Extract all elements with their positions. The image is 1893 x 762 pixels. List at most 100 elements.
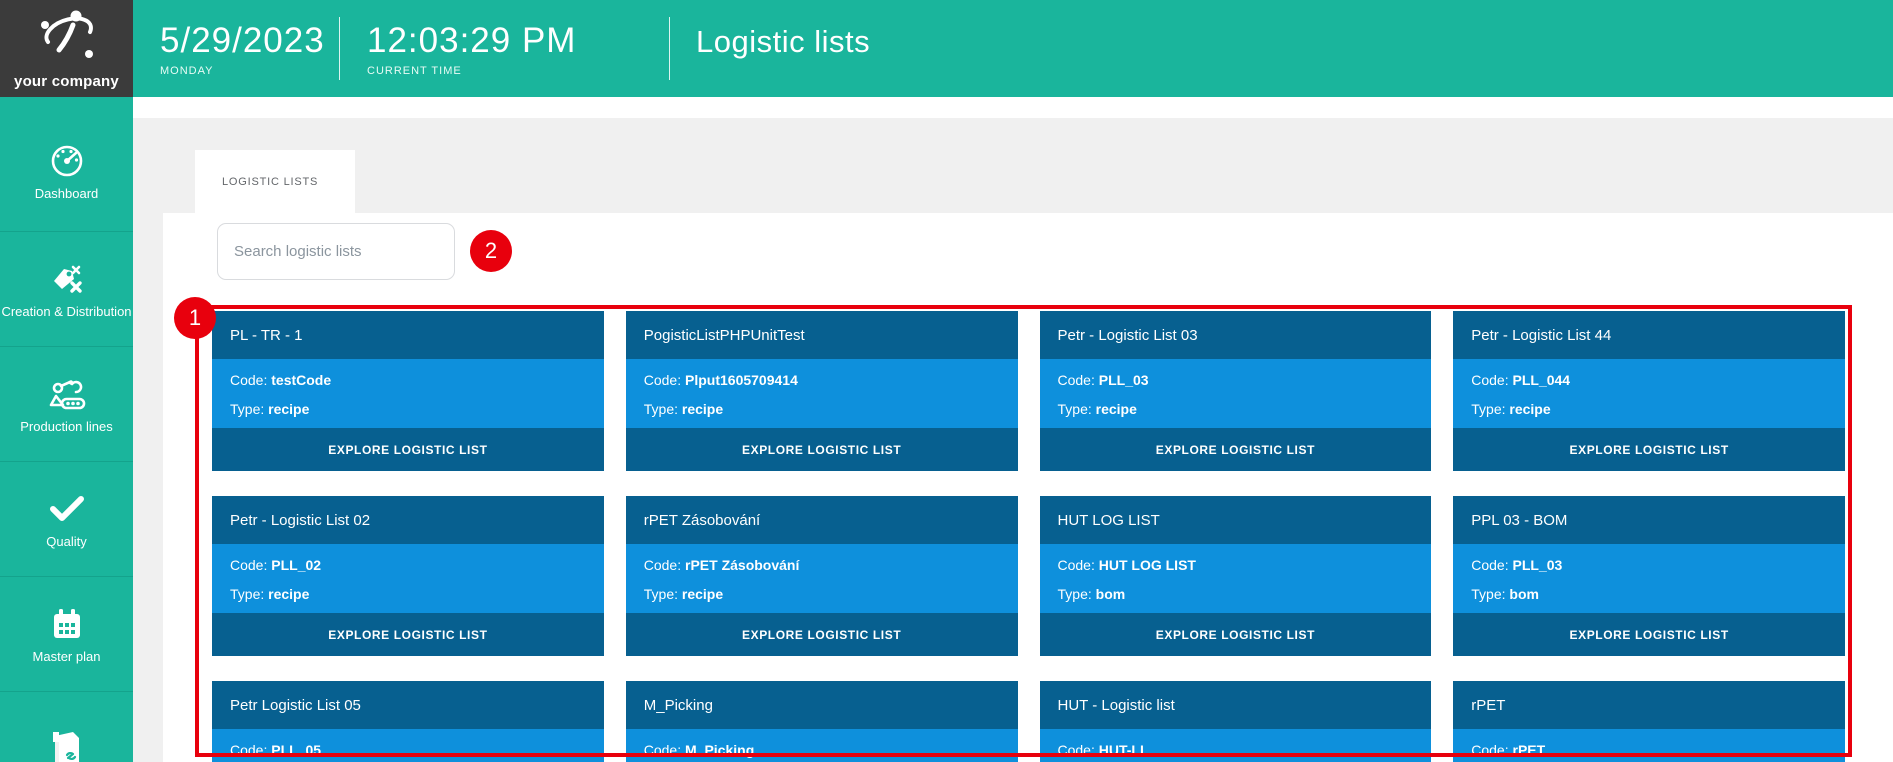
card-type-label: Type: [230, 586, 265, 602]
card-header: Petr - Logistic List 03 [1039, 311, 1432, 359]
card-title: PL - TR - 1 [230, 326, 303, 344]
sidebar-item-master-plan[interactable]: Master plan [0, 577, 133, 692]
date-block: 5/29/2023 MONDAY [160, 21, 325, 78]
logistic-list-card: HUT LOG LIST Code: HUT LOG LIST Type: bo… [1039, 496, 1432, 656]
card-title: rPET [1471, 696, 1506, 714]
card-type-value: recipe [268, 586, 310, 602]
card-type-value: bom [1509, 586, 1539, 602]
card-code-value: rPET Zásobování [685, 557, 800, 573]
card-code-line: Code: PLL_03 [1058, 370, 1414, 390]
card-title: PPL 03 - BOM [1471, 511, 1568, 529]
card-title: Petr - Logistic List 03 [1057, 326, 1198, 344]
logistic-list-card: Petr - Logistic List 03 Code: PLL_03 Typ… [1039, 311, 1432, 471]
annotation-badge-2: 2 [470, 230, 512, 272]
card-code-value: rPET [1512, 742, 1546, 758]
logistic-list-card: M_Picking Code: M_Picking Type: EXPLORE … [625, 681, 1018, 762]
explore-logistic-list-button[interactable]: EXPLORE LOGISTIC LIST [625, 428, 1018, 471]
card-code-line: Code: testCode [230, 370, 586, 390]
box-link-icon [47, 731, 87, 762]
card-body: Code: HUT LOG LIST Type: bom [1039, 544, 1432, 613]
content-panel [163, 213, 1893, 762]
company-logo: your company [0, 0, 133, 97]
card-body: Code: PLL_044 Type: recipe [1453, 359, 1845, 428]
card-title: Petr - Logistic List 02 [230, 511, 371, 529]
explore-logistic-list-button[interactable]: EXPLORE LOGISTIC LIST [212, 613, 604, 656]
sidebar-item-label: Production lines [20, 418, 113, 434]
search-input[interactable] [217, 223, 455, 280]
logistic-list-card: PPL 03 - BOM Code: PLL_03 Type: bom EXPL… [1453, 496, 1845, 656]
calendar-icon [50, 605, 84, 643]
card-header: Petr - Logistic List 02 [212, 496, 604, 544]
card-code-value: PLL_044 [1512, 372, 1571, 388]
production-line-icon [46, 375, 88, 413]
tag-x-icon [48, 260, 86, 298]
card-type-label: Type: [230, 401, 265, 417]
card-code-label: Code: [1057, 557, 1095, 573]
current-time: 12:03:29 PM [367, 21, 577, 60]
card-code-label: Code: [643, 372, 682, 388]
card-type-label: Type: [643, 401, 678, 417]
card-title: HUT LOG LIST [1057, 511, 1160, 529]
card-code-label: Code: [643, 557, 682, 573]
cards-grid: PL - TR - 1 Code: testCode Type: recipe … [212, 311, 1845, 762]
gauge-icon [49, 142, 85, 180]
card-type-value: bom [1095, 586, 1126, 602]
card-header: M_Picking [625, 681, 1018, 729]
explore-logistic-list-button[interactable]: EXPLORE LOGISTIC LIST [625, 613, 1018, 656]
card-code-line: Code: rPET [1471, 740, 1827, 760]
logistic-list-card: Petr Logistic List 05 Code: PLL_05 Type:… [212, 681, 604, 762]
card-type-line: Type: recipe [644, 399, 1000, 419]
card-code-label: Code: [1471, 372, 1509, 388]
card-code-value: PLL_02 [271, 557, 322, 573]
explore-logistic-list-button[interactable]: EXPLORE LOGISTIC LIST [1039, 613, 1432, 656]
card-type-line: Type: recipe [230, 584, 586, 604]
card-type-line: Type: recipe [230, 399, 586, 419]
card-code-line: Code: PLL_05 [230, 740, 586, 760]
card-title: rPET Zásobování [643, 511, 761, 529]
card-type-label: Type: [643, 586, 678, 602]
sidebar-item-dashboard[interactable]: Dashboard [0, 97, 133, 232]
explore-logistic-list-button[interactable]: EXPLORE LOGISTIC LIST [1453, 613, 1845, 656]
sidebar-item-creation-distribution[interactable]: Creation & Distribution [0, 232, 133, 347]
card-body: Code: HUT-LL Type: [1039, 729, 1432, 762]
annotation-badge-1: 1 [174, 297, 216, 339]
top-bar: 5/29/2023 MONDAY 12:03:29 PM CURRENT TIM… [133, 0, 1893, 97]
card-title: Petr - Logistic List 44 [1471, 326, 1612, 344]
explore-logistic-list-button[interactable]: EXPLORE LOGISTIC LIST [212, 428, 604, 471]
card-header: rPET Zásobování [625, 496, 1018, 544]
card-type-line: Type: bom [1058, 584, 1414, 604]
card-code-label: Code: [230, 557, 268, 573]
card-code-line: Code: HUT-LL [1058, 740, 1414, 760]
tab-logistic-lists[interactable]: LOGISTIC LISTS [195, 150, 355, 213]
card-header: PogisticListPHPUnitTest [625, 311, 1018, 359]
current-date: 5/29/2023 [160, 21, 325, 60]
card-body: Code: PLL_03 Type: bom [1453, 544, 1845, 613]
explore-logistic-list-button[interactable]: EXPLORE LOGISTIC LIST [1453, 428, 1845, 471]
card-header: Petr Logistic List 05 [212, 681, 604, 729]
page-title: Logistic lists [696, 24, 871, 59]
card-type-line: Type: bom [1471, 584, 1827, 604]
card-code-line: Code: PLL_044 [1471, 370, 1827, 390]
card-type-value: recipe [681, 586, 724, 602]
time-block: 12:03:29 PM CURRENT TIME [367, 21, 577, 78]
card-body: Code: PLL_03 Type: recipe [1039, 359, 1432, 428]
sidebar-item-quality[interactable]: Quality [0, 462, 133, 577]
card-body: Code: M_Picking Type: [625, 729, 1018, 762]
sidebar: Dashboard Creation & Distribution Produc… [0, 97, 133, 762]
card-header: PPL 03 - BOM [1453, 496, 1845, 544]
tab-label: LOGISTIC LISTS [222, 175, 319, 188]
card-type-value: recipe [1509, 401, 1551, 417]
checkmark-icon [48, 490, 86, 528]
explore-logistic-list-button[interactable]: EXPLORE LOGISTIC LIST [1039, 428, 1432, 471]
card-type-value: recipe [1095, 401, 1137, 417]
card-header: rPET [1453, 681, 1845, 729]
card-code-line: Code: Plput1605709414 [644, 370, 1000, 390]
sidebar-item-logistics[interactable] [0, 692, 133, 762]
card-code-value: testCode [271, 372, 332, 388]
sidebar-item-production-lines[interactable]: Production lines [0, 347, 133, 462]
sidebar-item-label: Dashboard [34, 185, 99, 201]
card-code-label: Code: [1057, 372, 1095, 388]
card-code-line: Code: rPET Zásobování [644, 555, 1000, 575]
card-code-label: Code: [1471, 557, 1509, 573]
topbar-divider [669, 17, 670, 80]
